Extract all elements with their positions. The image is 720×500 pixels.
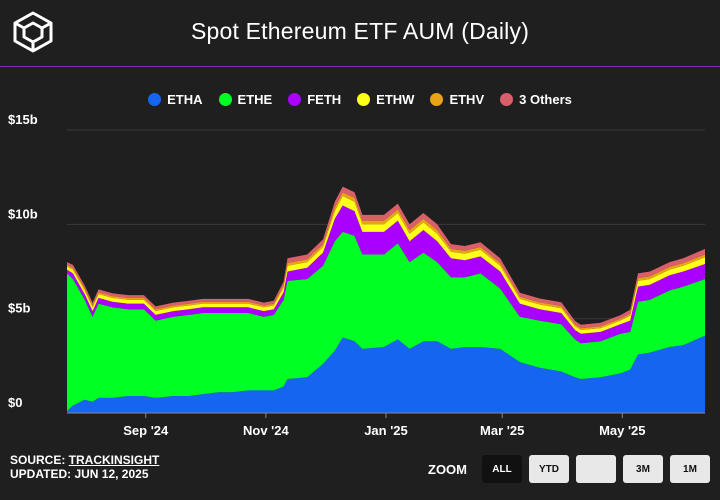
zoom-label: ZOOM bbox=[428, 461, 467, 477]
legend-item-3-others[interactable]: 3 Others bbox=[500, 92, 572, 107]
legend-item-etha[interactable]: ETHA bbox=[148, 92, 203, 107]
area-series-etha[interactable] bbox=[67, 335, 705, 413]
legend-label: FETH bbox=[307, 92, 342, 107]
legend-label: ETHW bbox=[376, 92, 415, 107]
zoom-button-blank[interactable] bbox=[576, 455, 616, 483]
zoom-button-3m[interactable]: 3M bbox=[623, 455, 663, 483]
y-tick-label: $15b bbox=[8, 112, 38, 127]
legend-dot-icon bbox=[430, 93, 444, 106]
legend-label: ETHA bbox=[167, 92, 203, 107]
updated-line: UPDATED: JUN 12, 2025 bbox=[10, 467, 149, 481]
header: Spot Ethereum ETF AUM (Daily) bbox=[0, 0, 720, 67]
page-title: Spot Ethereum ETF AUM (Daily) bbox=[190, 18, 530, 44]
y-tick-label: $10b bbox=[8, 206, 38, 221]
area-series-feth[interactable] bbox=[67, 205, 705, 344]
x-tick-label: Jan '25 bbox=[364, 423, 408, 438]
logo-cube-icon bbox=[13, 11, 53, 53]
legend-label: 3 Others bbox=[519, 92, 572, 107]
y-tick-label: $0 bbox=[8, 395, 22, 410]
zoom-button-1m[interactable]: 1M bbox=[670, 455, 710, 483]
area-series-ethv[interactable] bbox=[67, 192, 705, 330]
legend-dot-icon bbox=[218, 93, 232, 106]
footer-source: SOURCE: TRACKINSIGHT UPDATED: JUN 12, 20… bbox=[10, 453, 159, 481]
chart-legend: ETHA ETHE FETH ETHW ETHV 3 Others bbox=[0, 92, 720, 107]
legend-item-feth[interactable]: FETH bbox=[288, 92, 341, 107]
zoom-button-ytd[interactable]: YTD bbox=[529, 455, 569, 483]
zoom-button-all[interactable]: ALL bbox=[482, 455, 522, 483]
legend-dot-icon bbox=[148, 93, 162, 106]
zoom-controls: ZOOM ALL YTD 3M 1M bbox=[428, 455, 710, 483]
legend-dot-icon bbox=[500, 93, 514, 106]
source-prefix: SOURCE: bbox=[10, 453, 69, 467]
area-series-3-others[interactable] bbox=[67, 186, 705, 329]
source-link[interactable]: TRACKINSIGHT bbox=[68, 453, 160, 467]
y-tick-label: $5b bbox=[8, 301, 30, 316]
x-tick-label: Nov '24 bbox=[243, 423, 289, 438]
legend-label: ETHV bbox=[449, 92, 485, 107]
legend-dot-icon bbox=[357, 93, 371, 106]
legend-label: ETHE bbox=[237, 92, 273, 107]
legend-item-ethv[interactable]: ETHV bbox=[430, 92, 484, 107]
legend-item-ethe[interactable]: ETHE bbox=[218, 92, 273, 107]
x-tick-label: Mar '25 bbox=[480, 423, 524, 438]
x-tick-label: Sep '24 bbox=[123, 423, 169, 438]
area-series-ethe[interactable] bbox=[67, 231, 705, 412]
area-series-ethw[interactable] bbox=[67, 196, 705, 334]
x-tick-label: May '25 bbox=[599, 423, 645, 438]
source-line: SOURCE: TRACKINSIGHT bbox=[10, 453, 159, 467]
aum-area-chart: $0 $5b $10b $15b Sep '24 Nov '24 Jan '25 Mar '2… bbox=[8, 112, 705, 438]
legend-dot-icon bbox=[288, 93, 302, 106]
legend-item-ethw[interactable]: ETHW bbox=[357, 92, 414, 107]
